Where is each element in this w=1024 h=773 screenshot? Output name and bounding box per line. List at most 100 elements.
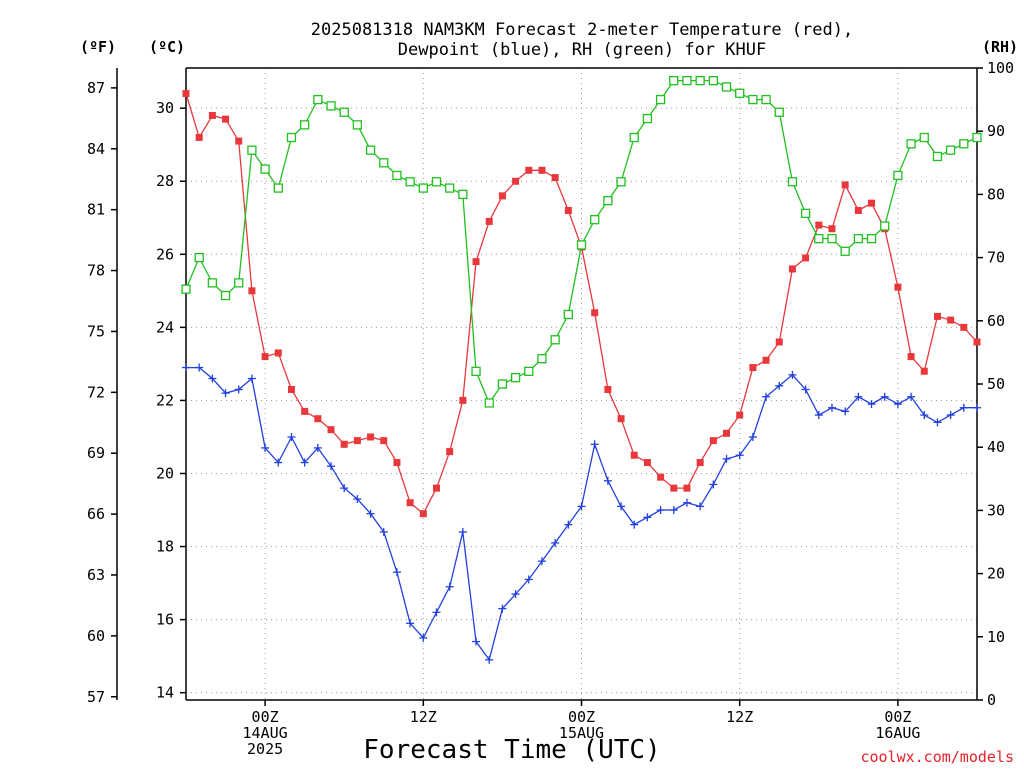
- x-tick-label: 16AUG: [875, 724, 920, 742]
- fahrenheit-unit-label: (ºF): [80, 38, 116, 56]
- temperature-point: [248, 287, 256, 295]
- dewpoint-point: [827, 403, 836, 412]
- temperature-point: [485, 217, 493, 225]
- temperature-point: [788, 265, 796, 273]
- rh-point: [418, 183, 428, 193]
- temperature-point: [340, 440, 348, 448]
- temperature-point: [617, 415, 625, 423]
- temperature-point: [222, 115, 230, 123]
- temperature-point: [696, 459, 704, 467]
- temperature-point: [683, 484, 691, 492]
- temperature-point: [670, 484, 678, 492]
- dewpoint-point: [498, 604, 507, 613]
- celsius-tick-label: 20: [156, 465, 174, 483]
- celsius-tick-label: 28: [156, 172, 174, 190]
- dewpoint-point: [340, 484, 349, 493]
- rh-point: [590, 215, 600, 225]
- temperature-point: [538, 166, 546, 174]
- temperature-point: [551, 174, 559, 182]
- rh-point: [471, 366, 481, 377]
- rh-point: [194, 252, 204, 263]
- x-tick-label: 14AUG: [243, 724, 288, 742]
- celsius-tick-label: 18: [156, 538, 174, 556]
- dewpoint-point: [696, 502, 705, 511]
- dewpoint-point: [485, 655, 494, 664]
- celsius-tick-label: 22: [156, 391, 174, 409]
- rh-point: [379, 158, 389, 168]
- rh-point: [431, 177, 442, 187]
- rh-tick-label: 80: [987, 185, 1005, 203]
- rh-point: [524, 366, 534, 377]
- temperature-point: [208, 111, 216, 119]
- rh-point: [932, 151, 943, 162]
- dewpoint-point: [195, 363, 204, 372]
- dewpoint-point: [643, 513, 652, 522]
- rh-point: [207, 278, 218, 288]
- rh-point: [866, 233, 877, 244]
- rh-point: [458, 189, 468, 200]
- x-tick-label: 12Z: [410, 708, 437, 726]
- rh-point: [761, 94, 771, 105]
- rh-point: [326, 101, 336, 111]
- dewpoint-point: [867, 400, 876, 409]
- fahrenheit-tick-label: 69: [87, 444, 105, 462]
- temperature-point: [933, 312, 941, 320]
- temperature-point: [327, 426, 335, 434]
- temperature-point: [736, 411, 744, 419]
- celsius-unit-label: (ºC): [149, 38, 185, 56]
- rh-point: [919, 132, 929, 143]
- temperature-point: [868, 199, 876, 207]
- rh-tick-label: 100: [987, 59, 1014, 77]
- dewpoint-point: [682, 498, 691, 507]
- series-rh: [181, 75, 982, 408]
- rh-point: [286, 132, 297, 143]
- temperature-point: [920, 367, 928, 375]
- temperature-point: [406, 499, 414, 507]
- credit-text: coolwx.com/models: [860, 748, 1014, 766]
- temperature-point: [459, 396, 467, 404]
- dewpoint-point: [261, 443, 270, 452]
- dewpoint-point: [524, 575, 533, 584]
- rh-point: [827, 233, 837, 244]
- temperature-point: [182, 90, 190, 98]
- dewpoint-point: [946, 411, 955, 420]
- dewpoint-point: [564, 520, 573, 529]
- dewpoint-point: [208, 374, 217, 383]
- rh-point: [840, 246, 850, 256]
- dewpoint-point: [920, 411, 929, 420]
- x-tick-label: 00Z: [252, 708, 279, 726]
- rh-point: [853, 233, 863, 244]
- temperature-point: [432, 484, 440, 492]
- dewpoint-point: [353, 495, 362, 504]
- rh-point: [616, 177, 626, 187]
- dewpoint-point: [577, 502, 586, 511]
- dewpoint-point: [907, 392, 916, 401]
- temperature-point: [591, 309, 599, 317]
- temperature-point: [815, 221, 823, 229]
- dewpoint-point: [933, 418, 942, 427]
- temperature-point: [419, 510, 427, 518]
- dewpoint-point: [854, 392, 863, 401]
- dewpoint-point: [472, 637, 481, 646]
- dewpoint-point: [406, 619, 415, 628]
- temperature-point: [353, 437, 361, 445]
- rh-point: [603, 196, 613, 206]
- dewpoint-point: [709, 480, 718, 489]
- temperature-point: [762, 356, 770, 364]
- rh-point: [260, 164, 270, 174]
- dewpoint-point: [537, 557, 546, 566]
- rh-point: [247, 145, 257, 155]
- x-tick-label: 00Z: [568, 708, 595, 726]
- rh-point: [484, 398, 494, 408]
- fahrenheit-tick-label: 60: [87, 627, 105, 645]
- rh-point: [800, 208, 811, 219]
- dewpoint-point: [379, 527, 388, 536]
- dewpoint-point: [814, 411, 823, 420]
- rh-point: [313, 94, 323, 105]
- fahrenheit-tick-label: 57: [87, 688, 105, 706]
- rh-point: [708, 75, 718, 86]
- dewpoint-point: [419, 633, 428, 642]
- fahrenheit-tick-label: 78: [87, 262, 105, 280]
- rh-point: [959, 139, 969, 149]
- dewpoint-point: [788, 370, 797, 379]
